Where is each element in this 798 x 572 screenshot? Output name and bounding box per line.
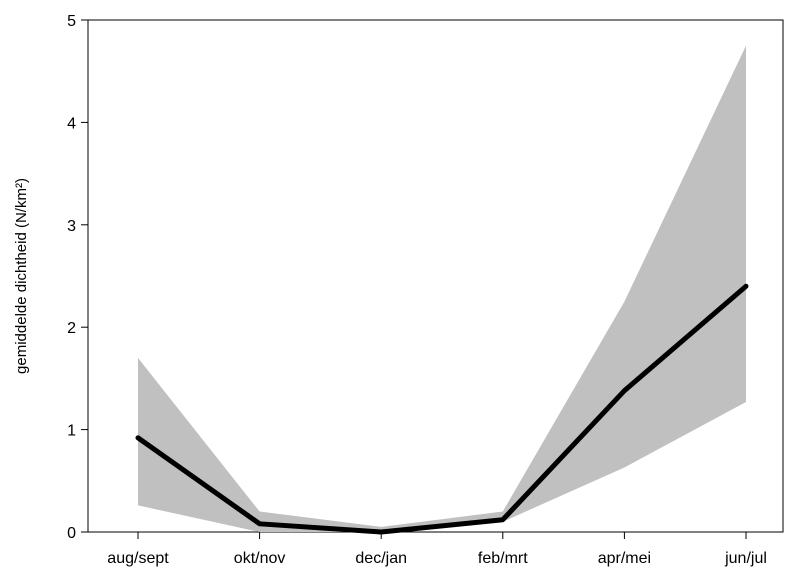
- confidence-band: [138, 45, 746, 532]
- x-tick-label: aug/sept: [107, 550, 169, 567]
- y-tick-label: 5: [67, 13, 76, 30]
- x-tick-label: feb/mrt: [478, 550, 528, 567]
- series-line: [135, 283, 749, 535]
- x-tick-label: apr/mei: [598, 550, 651, 567]
- x-axis: aug/sept okt/nov dec/jan feb/mrt apr/mei jun/…: [107, 532, 767, 567]
- y-tick-label: 4: [67, 115, 76, 132]
- y-tick-label: 2: [67, 320, 76, 337]
- y-tick-label: 1: [67, 423, 76, 440]
- x-tick-label: jun/jul: [724, 550, 767, 567]
- mean-line: [135, 283, 749, 535]
- plot-border: [87, 19, 784, 533]
- y-axis: 0 1 2 3 4 5: [67, 13, 88, 542]
- y-tick-label: 3: [67, 218, 76, 235]
- x-tick-label: okt/nov: [234, 550, 286, 567]
- plot-frame: [87, 19, 784, 533]
- x-tick-label: dec/jan: [355, 550, 407, 567]
- y-tick-label: 0: [67, 525, 76, 542]
- y-axis-title: gemiddelde dichtheid (N/km²): [13, 178, 30, 374]
- band-area: [138, 45, 746, 532]
